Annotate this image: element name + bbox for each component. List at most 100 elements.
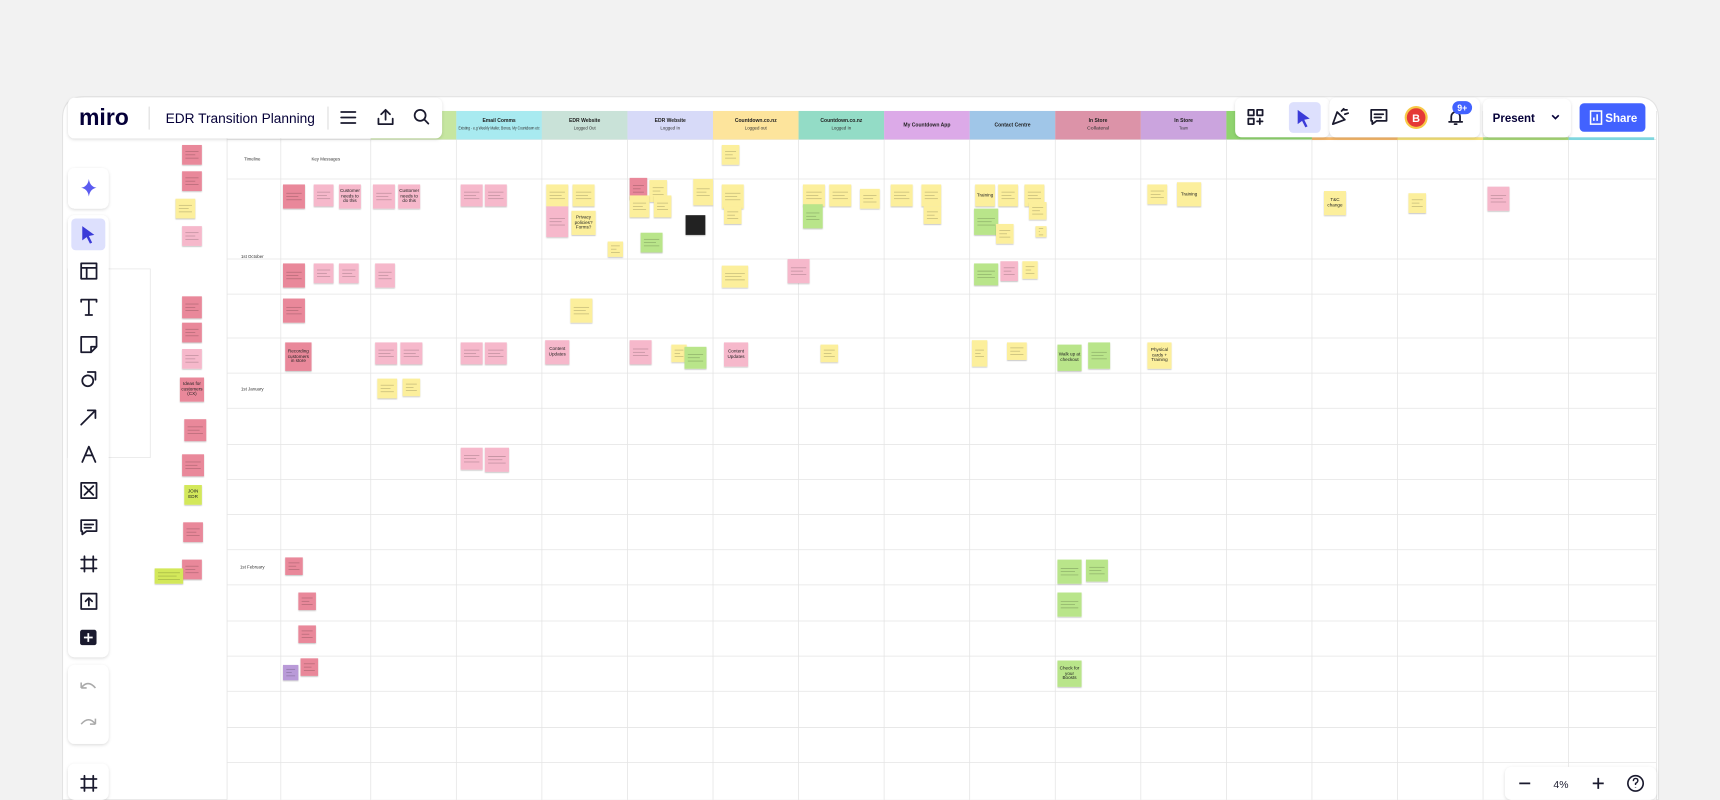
column-header-cell (1140, 110, 1227, 140)
row-label: 1st February (240, 564, 265, 569)
sticky-note (820, 344, 839, 363)
share-button[interactable]: Share (1605, 113, 1637, 125)
sticky-note (283, 664, 299, 681)
column-header-cell (541, 110, 628, 140)
select-tool[interactable] (82, 226, 95, 244)
help-button[interactable] (1627, 774, 1645, 792)
logo[interactable]: miro (79, 104, 129, 130)
column-header-cell (798, 110, 885, 140)
sticky-note (484, 184, 507, 207)
sticky-note (283, 263, 305, 288)
sticky-note-text-box: Customer needs to do this (399, 188, 419, 204)
sticky-note (723, 342, 749, 367)
templates-tool[interactable] (80, 262, 98, 280)
sticky-note (671, 344, 687, 363)
zoom-in-button[interactable] (1592, 777, 1604, 789)
sticky-note (998, 184, 1018, 207)
board-title[interactable]: EDR Transition Planning (166, 111, 315, 126)
frames-button[interactable] (80, 774, 98, 792)
sticky-note (546, 184, 569, 207)
sticky-notes: Customer needs to do this Customer needs … (154, 144, 1510, 687)
column-header-strip (1568, 137, 1655, 141)
ui-overlay: miro EDR Transition Planning B 9+ Present Sha… (68, 97, 1657, 800)
sticky-note (1057, 660, 1082, 687)
sticky-tool[interactable] (80, 336, 98, 354)
sticky-note (1057, 592, 1082, 617)
column-header-cell (627, 110, 714, 140)
column-subtitle: Logged In (831, 126, 851, 131)
column-header-strip (1483, 137, 1569, 141)
sticky-note (285, 342, 312, 371)
column-title: In Store (1174, 118, 1193, 124)
column-subtitle: Logged In (660, 126, 680, 131)
text-tool[interactable] (80, 298, 98, 316)
sticky-note-text: Physical cards + Training (1150, 346, 1169, 363)
search-button[interactable] (413, 108, 430, 125)
apps-button[interactable] (1247, 108, 1264, 125)
sticky-note (460, 447, 483, 470)
sticky-note (372, 184, 395, 209)
sticky-note (484, 447, 509, 472)
comments-button[interactable] (1370, 108, 1388, 125)
pen-tool[interactable] (80, 409, 97, 426)
shapes-tool[interactable] (81, 371, 97, 388)
sticky-note (653, 195, 672, 218)
grid-area (227, 110, 1657, 800)
sticky-note (338, 184, 361, 209)
sticky-note (693, 178, 714, 206)
sticky-note (975, 184, 995, 207)
notification-count: 9+ (1457, 103, 1467, 113)
sticky-note (1035, 226, 1047, 238)
pen-draw-tool[interactable] (81, 445, 97, 463)
sticky-note (571, 210, 596, 235)
undo-button[interactable] (80, 682, 97, 689)
ai-icon[interactable] (81, 178, 97, 197)
sticky-note (629, 340, 652, 365)
frame-x-tool[interactable] (80, 481, 98, 500)
sticky-note (974, 263, 999, 286)
column-title: My Countdown App (903, 122, 950, 128)
sticky-note (1006, 342, 1027, 360)
present-button[interactable]: Present (1493, 113, 1535, 125)
share-icon (1589, 110, 1603, 125)
sticky-note-text: Recording customers in store (287, 347, 309, 364)
sticky-note (182, 144, 202, 165)
column-subtitle: Logged Out (574, 126, 597, 131)
column-header-cell (1055, 110, 1141, 140)
present-dropdown[interactable] (1551, 114, 1560, 120)
sticky-note (1024, 184, 1045, 207)
zoom-level[interactable]: 4% (1553, 780, 1568, 791)
row-label: Timeline (244, 156, 261, 161)
sticky-note (184, 419, 207, 442)
undo-redo (68, 664, 109, 744)
sticky-note (183, 522, 203, 543)
sticky-note-text-box: T&C change (1327, 196, 1343, 208)
reactions-button[interactable] (1297, 109, 1310, 128)
redo-button[interactable] (80, 718, 97, 725)
sticky-note (375, 263, 395, 288)
notification-badge (1452, 101, 1473, 115)
sticky-note-text-box: Privacy policies? Forms? (575, 214, 593, 230)
frame-tool[interactable] (80, 555, 98, 573)
avatar[interactable] (1406, 108, 1426, 127)
sticky-note (283, 184, 305, 209)
column-header-cell (456, 110, 542, 140)
column-title: Countdown.co.nz (735, 118, 777, 124)
sticky-note-text-box: Content Updates (549, 346, 566, 357)
column-title: Countdown.co.nz (820, 118, 862, 124)
celebrate-button[interactable] (1331, 107, 1350, 125)
sticky-note (154, 568, 184, 584)
sticky-note (640, 232, 663, 253)
upload-tool[interactable] (80, 592, 98, 610)
sticky-note (829, 184, 852, 207)
menu-button[interactable] (340, 111, 357, 124)
sticky-note (182, 226, 202, 246)
comment-tool[interactable] (80, 519, 98, 536)
sticky-note (721, 144, 740, 165)
sticky-note (1057, 344, 1082, 371)
sticky-note-text: T&C change (1327, 196, 1343, 208)
sticky-note-text-box: Physical cards + Training (1150, 346, 1169, 363)
export-button[interactable] (377, 108, 394, 125)
